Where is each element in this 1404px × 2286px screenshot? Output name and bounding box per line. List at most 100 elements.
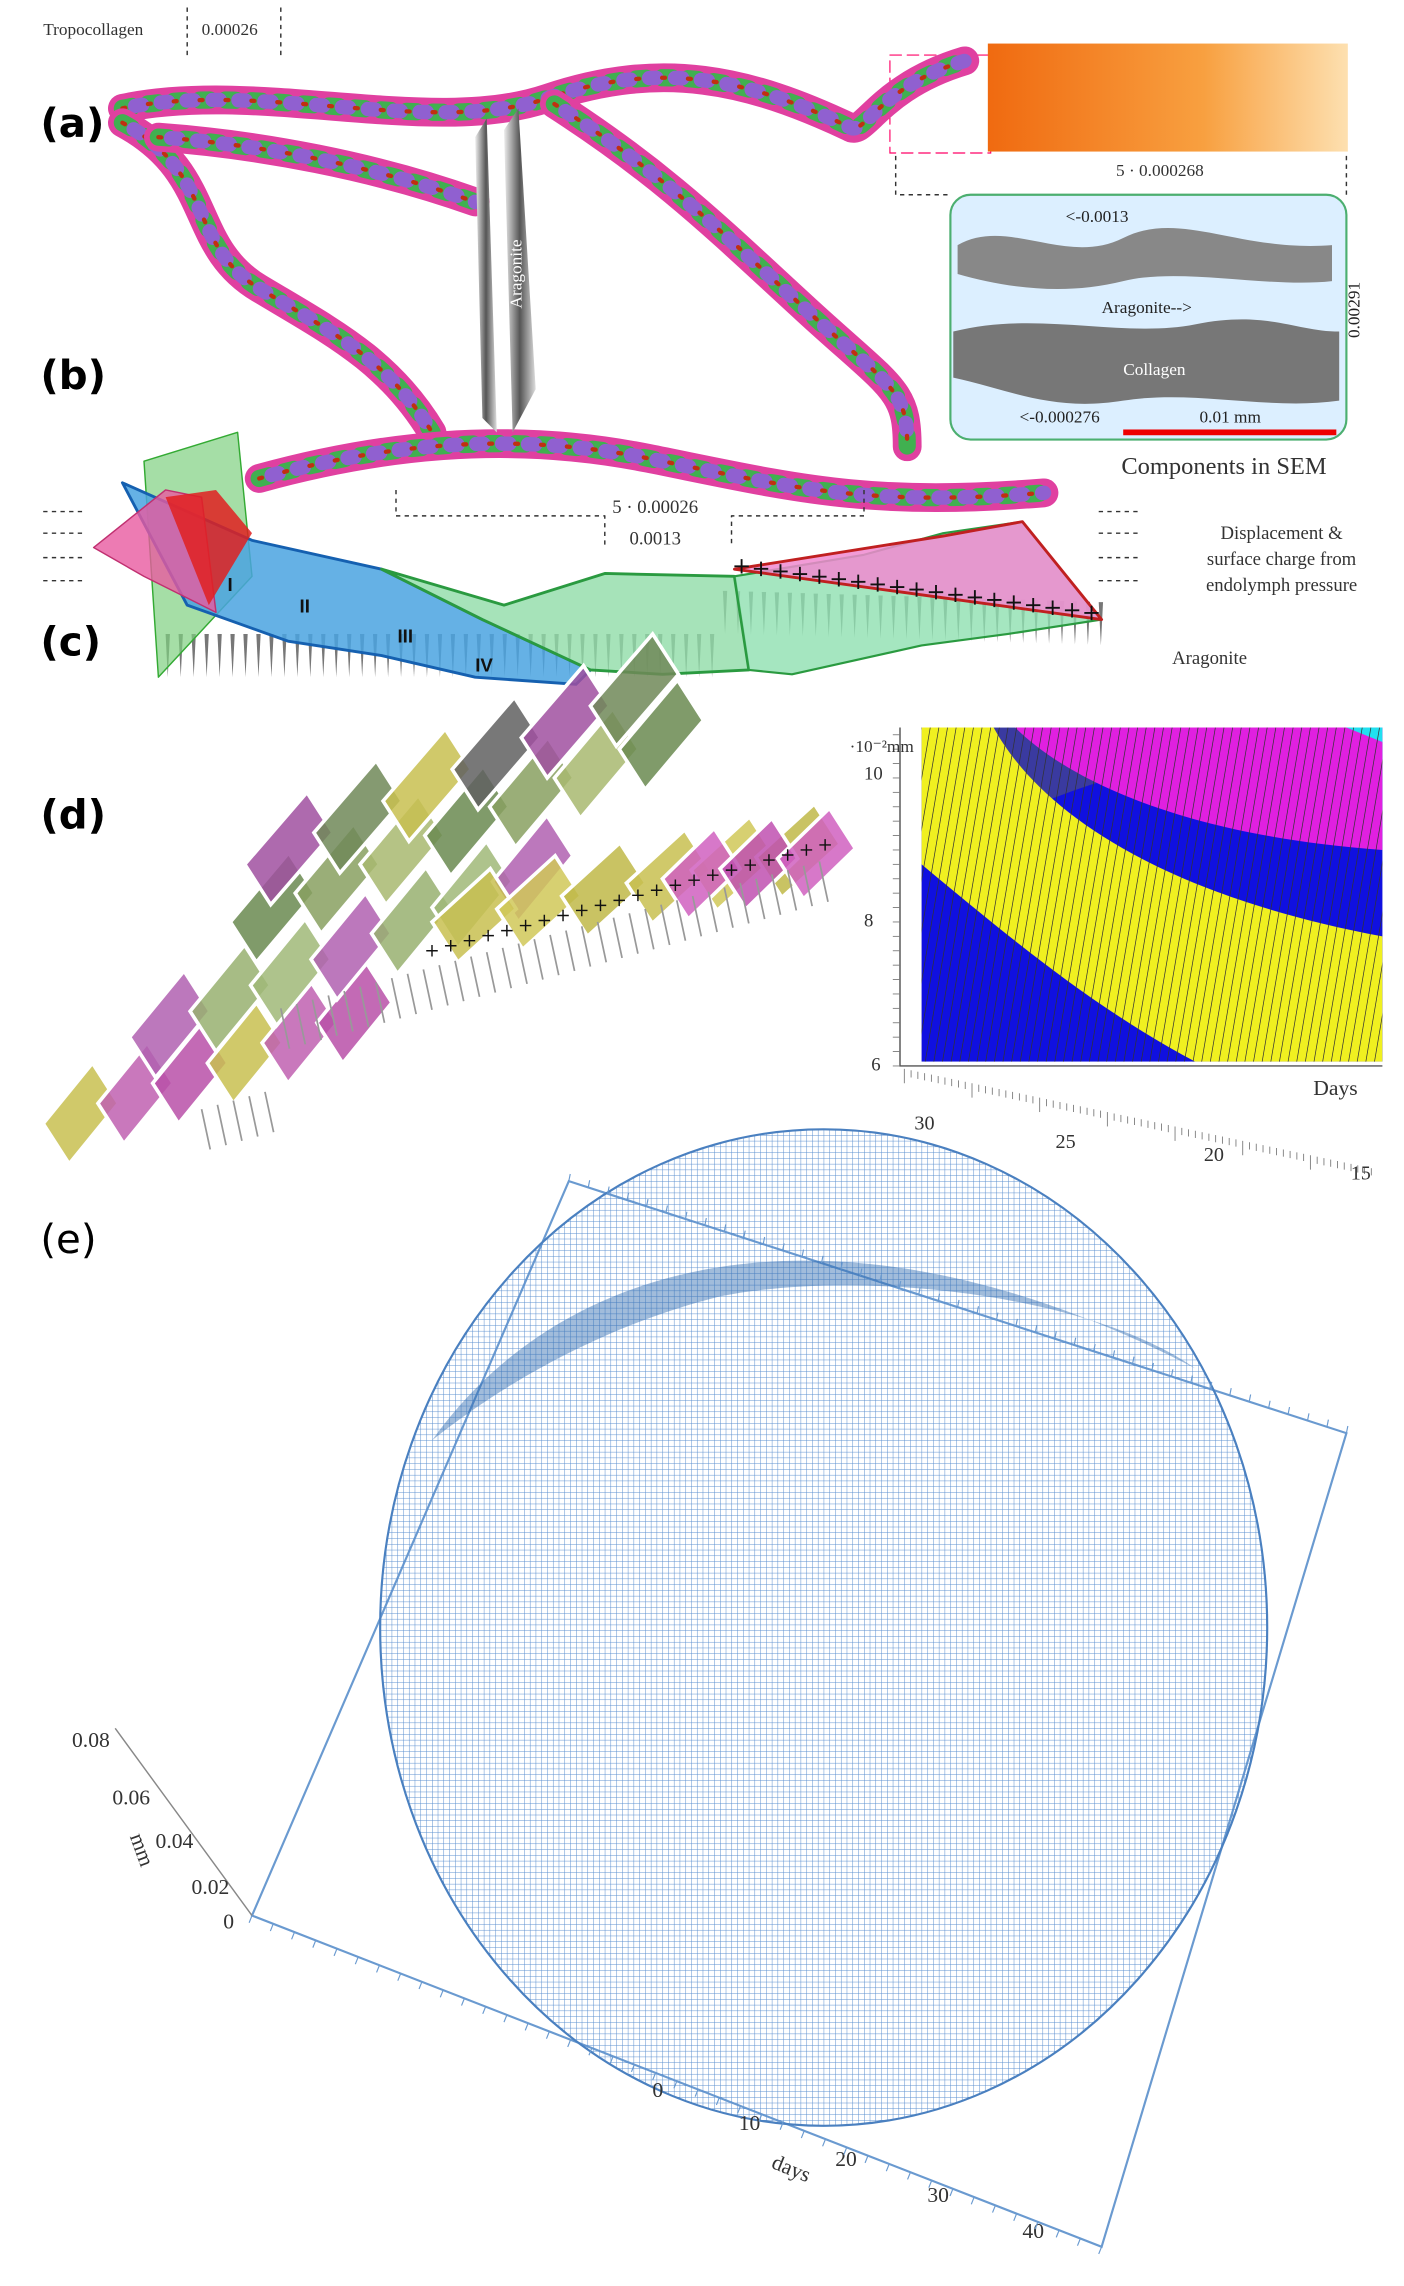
mesh-line <box>921 727 966 984</box>
axis-tick <box>1306 1413 1310 1421</box>
chain-core <box>257 441 1047 500</box>
mesh-line <box>1400 728 1404 1066</box>
charge-sign <box>725 864 738 876</box>
axis-tick <box>248 1915 253 1923</box>
aragonite-needle <box>406 973 418 1015</box>
z-unit: ·10⁻²mm <box>850 737 915 756</box>
segment-label: III <box>397 626 413 647</box>
charge-sign <box>800 844 813 856</box>
z-tick-label: 0.04 <box>156 1829 194 1853</box>
axis-tick <box>970 2196 975 2205</box>
aragonite-needle <box>786 869 798 911</box>
g-shape <box>921 727 1404 1066</box>
collagen-label: Collagen <box>1123 360 1186 379</box>
mesh-line <box>1114 727 1173 1062</box>
axis-tick <box>397 1973 402 1981</box>
mesh-line <box>921 727 957 933</box>
charge-sign <box>444 939 457 952</box>
axis-tick <box>418 1981 423 1990</box>
plate <box>775 805 858 902</box>
axis-tick <box>723 1224 727 1232</box>
axis-tick <box>333 1948 338 1957</box>
aragonite-needle <box>295 633 300 678</box>
mesh-line <box>1287 727 1346 1062</box>
chain-core <box>120 120 435 435</box>
z-tick-label: 0 <box>223 1910 234 1934</box>
charge-sign <box>557 909 569 922</box>
panel-d-diagram <box>40 630 858 1167</box>
mesh-line <box>985 727 1043 1062</box>
height-label: 0.00291 <box>1344 282 1363 338</box>
mesh-line <box>1322 727 1380 1062</box>
charge-sign <box>1006 595 1021 610</box>
mesh-line <box>1261 727 1320 1062</box>
aragonite-crystal <box>475 118 497 433</box>
aragonite-needle <box>374 982 386 1023</box>
aragonite-label: Aragonite--> <box>1102 298 1192 317</box>
axis-tick <box>820 1255 824 1264</box>
axis-tick <box>587 1180 591 1188</box>
charge-sign <box>967 590 983 605</box>
mesh-line <box>1175 727 1233 1062</box>
mesh-line <box>1192 727 1251 1062</box>
aragonite-needle <box>802 865 814 907</box>
mesh-line <box>1166 727 1225 1062</box>
axis-tick <box>1248 1394 1252 1402</box>
axis-tick <box>743 1230 746 1238</box>
surface-shading <box>432 1260 1196 1441</box>
mesh-line <box>1158 727 1216 1062</box>
charge-sign <box>613 894 625 907</box>
mesh-line <box>1089 727 1147 1062</box>
mesh-line <box>959 727 1017 1062</box>
axis-tick <box>822 2138 827 2147</box>
mesh-line <box>924 727 983 1062</box>
mesh-line <box>1313 727 1372 1062</box>
axis-tick <box>1076 2238 1081 2246</box>
axis-tick <box>928 2180 933 2188</box>
chains <box>108 46 1059 512</box>
charge-sign <box>482 929 494 942</box>
x-tick-label: 30 <box>914 1112 934 1134</box>
aragonite-needle <box>232 1100 243 1142</box>
mesh-line <box>1132 727 1190 1062</box>
mesh-line <box>1002 727 1061 1062</box>
aragonite-needle <box>282 633 287 678</box>
aragonite-needle <box>216 1104 227 1146</box>
axis-tick <box>879 1274 882 1283</box>
axis-tick <box>545 2031 550 2039</box>
axis-tick <box>567 2039 572 2048</box>
mesh-line <box>1209 727 1268 1062</box>
axis-tick <box>645 1199 649 1207</box>
path-shape <box>1346 727 1383 742</box>
length-label: 0.0013 <box>629 529 680 550</box>
axis-tick <box>840 1262 843 1270</box>
panel-d-plot: ·10⁻²mm 10 8 6 Days 30 25 20 15 <box>850 727 1404 1185</box>
mesh-line <box>1123 727 1182 1062</box>
axis-tick <box>354 1956 359 1965</box>
aragonite-needle <box>739 882 750 924</box>
axis-tick <box>779 2122 784 2130</box>
g-shape <box>892 734 1372 1176</box>
aragonite-needle <box>628 913 639 954</box>
panel-label: (d) <box>40 791 106 838</box>
charge-sign <box>632 889 644 902</box>
charge-sign <box>909 582 924 597</box>
z-axis <box>114 1727 253 1916</box>
mesh-line <box>1080 727 1138 1062</box>
charge-sign <box>928 585 944 600</box>
axis-tick <box>864 2155 869 2164</box>
aragonite-needle <box>723 887 734 928</box>
axis-tick <box>885 2163 890 2172</box>
axis-tick <box>1287 1406 1291 1415</box>
axis-tick <box>991 2205 996 2213</box>
segment-label: IV <box>475 654 493 675</box>
spacing-label: 0.00026 <box>202 20 258 39</box>
charge-sign <box>870 577 885 592</box>
aragonite-needle <box>422 969 433 1010</box>
charge-sign <box>812 569 827 584</box>
g-shape: <-0.0013 Aragonite--> Collagen 0.00291 <… <box>1020 207 1364 426</box>
axis-tick <box>715 2097 720 2106</box>
axis-tick <box>800 2130 805 2139</box>
axis-tick <box>995 1312 999 1320</box>
aragonite-needle <box>454 960 465 1002</box>
